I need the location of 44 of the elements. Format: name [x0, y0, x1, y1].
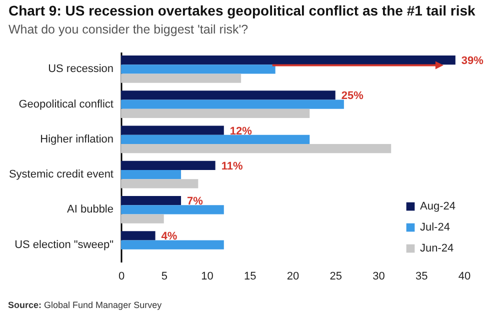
bar: [121, 90, 336, 100]
bar: [121, 134, 310, 144]
bar: [121, 179, 198, 188]
bar: [121, 214, 164, 224]
source-note: Source: Global Fund Manager Survey: [8, 300, 162, 310]
bar: [121, 100, 344, 109]
x-tick-label: 30: [372, 270, 385, 282]
x-tick-label: 20: [286, 270, 300, 282]
chart-subtitle: What do you consider the biggest 'tail risk'?: [8, 22, 248, 36]
bar: [121, 108, 310, 118]
x-tick-label: 15: [244, 270, 256, 282]
data-label: 11%: [221, 160, 243, 172]
data-label: 12%: [230, 125, 252, 138]
y-tick-label: Systemic credit event: [8, 168, 114, 181]
bar: [121, 144, 392, 154]
x-tick-label: 40: [458, 270, 471, 282]
bar: [121, 74, 242, 83]
legend-label: Jun-24: [420, 242, 454, 254]
data-label: 7%: [187, 196, 204, 208]
data-label: 39%: [461, 55, 484, 68]
x-tick-label: 25: [330, 270, 342, 282]
y-tick-label: US recession: [48, 63, 114, 76]
y-tick-label: Geopolitical conflict: [18, 98, 114, 110]
bar: [121, 196, 182, 206]
x-tick-label: 10: [201, 270, 214, 282]
bar: [121, 160, 216, 170]
x-tick-label: 35: [416, 270, 428, 282]
x-tick-label: 5: [161, 270, 168, 282]
bar: [121, 240, 224, 250]
y-tick-label: AI bubble: [67, 204, 114, 216]
bar: [121, 231, 156, 240]
bar: [121, 126, 224, 135]
legend-label: Jul-24: [420, 222, 450, 234]
bar: [121, 170, 182, 180]
bar: [121, 56, 456, 65]
x-tick-label: 0: [118, 270, 125, 282]
legend-label: Aug-24: [420, 200, 456, 212]
bar: [121, 64, 276, 74]
data-label: 4%: [161, 230, 178, 243]
y-tick-label: US election "sweep": [14, 238, 114, 251]
bar: [121, 205, 224, 214]
data-label: 25%: [341, 90, 364, 102]
y-tick-label: Higher inflation: [40, 133, 114, 146]
chart-title: Chart 9: US recession overtakes geopolitical conflict as the #1 tail risk: [8, 2, 476, 18]
